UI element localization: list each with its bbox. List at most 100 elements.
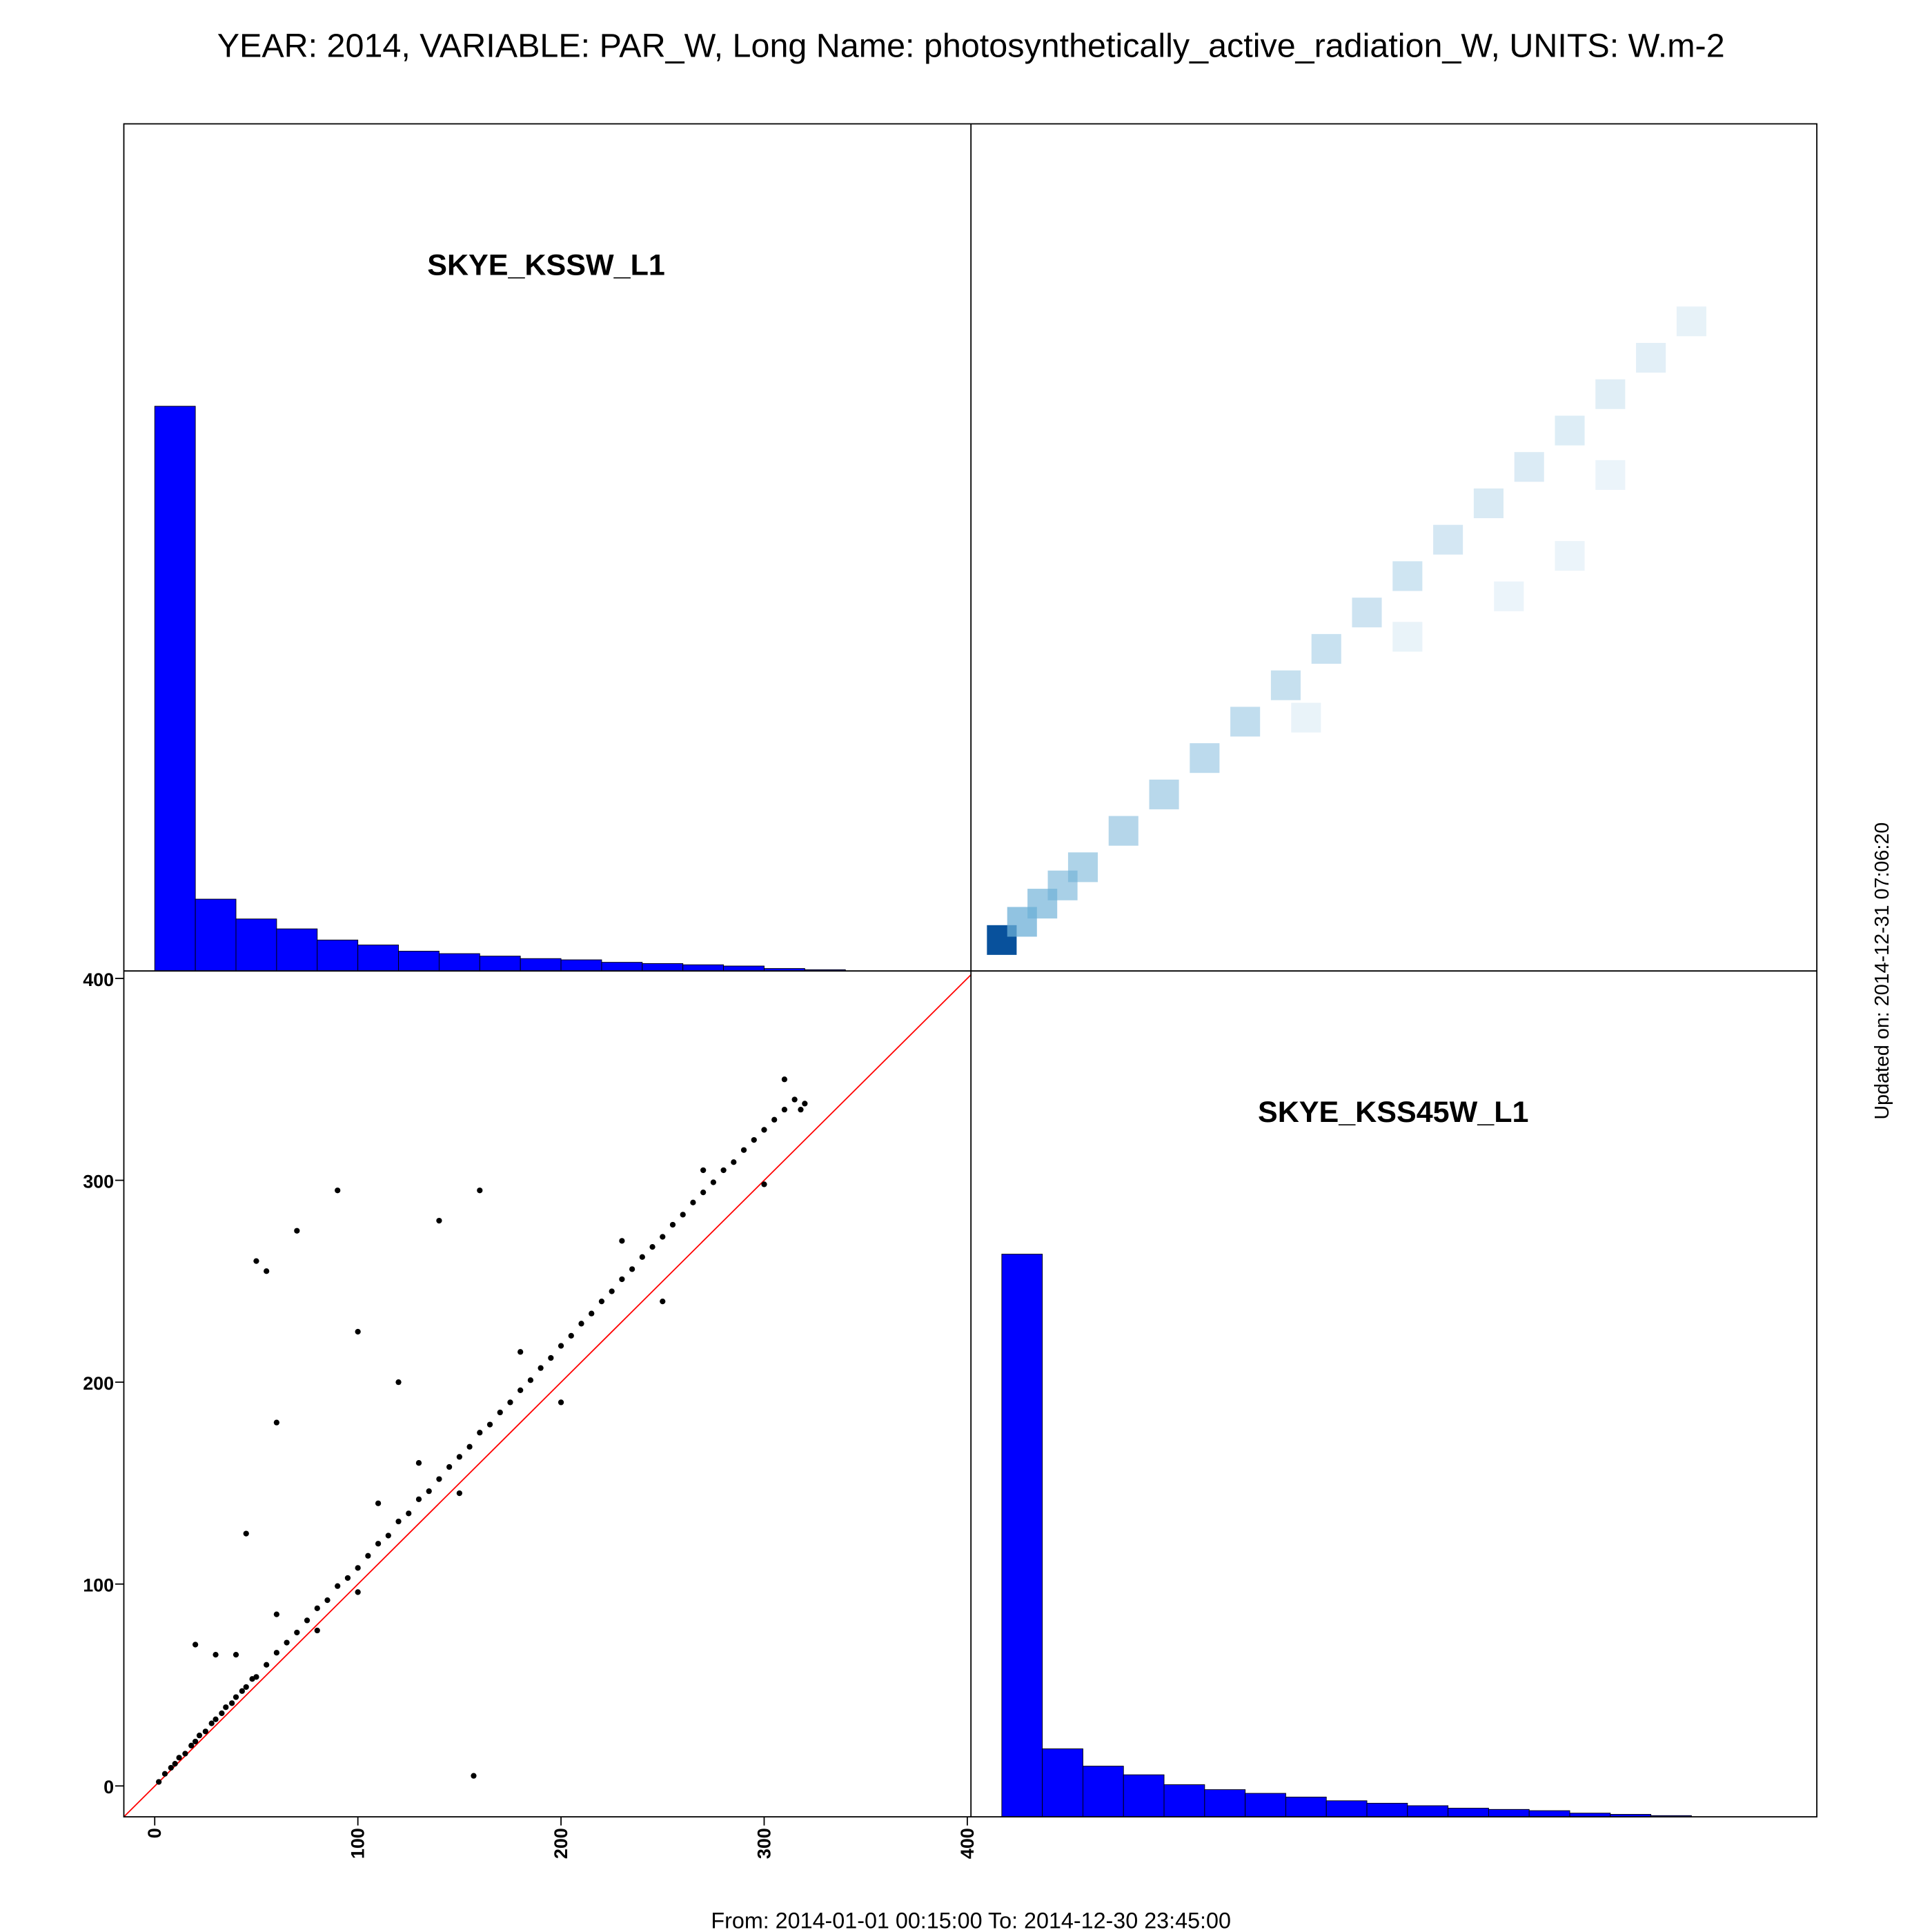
histogram-bar <box>357 945 399 972</box>
density-cell <box>1352 598 1382 628</box>
histogram-bar <box>642 963 684 972</box>
histogram-bar <box>1285 1796 1327 1817</box>
scatter-point <box>497 1409 503 1416</box>
scatter-point <box>284 1639 290 1646</box>
density-cell <box>1473 488 1504 518</box>
histogram-bar <box>520 958 562 972</box>
scatter-point <box>477 1430 483 1436</box>
scatter-point <box>355 1589 361 1595</box>
scatter-point <box>294 1629 300 1636</box>
y-tick-label: 0 <box>103 1777 114 1797</box>
scatter-point <box>213 1716 219 1722</box>
scatter-point <box>771 1116 778 1123</box>
scatter-point <box>456 1454 462 1460</box>
scatter-point <box>192 1642 199 1648</box>
scatter-point <box>273 1611 280 1617</box>
scatter-point <box>710 1179 716 1185</box>
density-cell <box>1108 816 1138 846</box>
density-cell <box>1555 541 1585 571</box>
x-tick-label: 300 <box>753 1828 774 1859</box>
density-cell <box>1555 415 1585 446</box>
histogram-bar <box>154 406 196 972</box>
y-tick-label: 400 <box>83 969 114 990</box>
scatter-point <box>385 1532 391 1539</box>
scatter-point <box>155 1779 162 1785</box>
scatter-point <box>629 1266 635 1272</box>
density-cell <box>1311 633 1341 664</box>
scatter-point <box>761 1127 767 1133</box>
scatter-point <box>273 1650 280 1656</box>
density-cell <box>1270 670 1301 700</box>
histogram-bar <box>398 951 440 972</box>
scatter-point <box>538 1365 544 1371</box>
histogram-bar <box>1366 1802 1408 1817</box>
histogram-bar <box>1042 1748 1083 1817</box>
scatter-point <box>426 1488 432 1495</box>
scatter-point <box>761 1181 767 1187</box>
histogram-bar <box>235 918 277 972</box>
scatter-point <box>196 1733 203 1739</box>
density-cell <box>1392 561 1423 591</box>
y-tick-label: 100 <box>83 1575 114 1596</box>
density-cell <box>1494 581 1524 611</box>
scatter-point <box>365 1552 371 1559</box>
histogram-bar <box>1001 1254 1043 1817</box>
histogram-bar <box>1325 1800 1368 1817</box>
scatter-point <box>477 1187 483 1194</box>
scatter-point <box>264 1662 270 1668</box>
footer: From: 2014-01-01 00:15:00 To: 2014-12-30… <box>711 1909 1231 1932</box>
histogram-bar <box>1448 1808 1489 1817</box>
scatter-point <box>395 1379 402 1386</box>
scatter-point <box>598 1298 605 1305</box>
scatter-point <box>253 1258 259 1264</box>
histogram-bar <box>276 928 318 972</box>
scatter-point <box>395 1518 402 1525</box>
histogram-bar <box>560 959 602 972</box>
scatter-point <box>264 1268 270 1274</box>
scatter-point <box>202 1728 208 1735</box>
scatter-point <box>253 1674 259 1680</box>
histogram-bar <box>1083 1766 1124 1817</box>
scatter-point <box>518 1387 524 1393</box>
scatter-point <box>639 1254 645 1260</box>
histogram-bar <box>479 956 521 972</box>
scatter-point <box>507 1399 513 1406</box>
y-tick-label: 200 <box>83 1373 114 1394</box>
scatter-point <box>415 1496 422 1502</box>
scatter-point <box>568 1332 574 1339</box>
scatter-point <box>751 1136 757 1143</box>
scatter-point <box>802 1101 808 1107</box>
density-cell <box>1595 460 1626 490</box>
scatter-point <box>314 1605 320 1611</box>
scatter-point <box>182 1751 188 1757</box>
scatter-point <box>415 1460 422 1466</box>
scatter-point <box>781 1107 788 1113</box>
scatter-point <box>791 1096 798 1103</box>
scatter-point <box>680 1212 686 1218</box>
scatter-point <box>243 1530 249 1537</box>
scatter-point <box>233 1694 239 1700</box>
scatter-point <box>660 1298 666 1305</box>
y-tick-label: 300 <box>83 1171 114 1192</box>
scatter-point <box>243 1684 249 1690</box>
scatter-point <box>213 1652 219 1658</box>
scatter-point <box>406 1510 412 1517</box>
scatter-point <box>589 1310 595 1317</box>
histogram-bar <box>1407 1805 1449 1817</box>
histogram-bar <box>601 962 643 972</box>
page-title: YEAR: 2014, VARIABLE: PAR_W, Long Name: … <box>217 28 1725 65</box>
histogram-bar <box>1163 1784 1205 1817</box>
scatter-point <box>335 1187 341 1194</box>
scatter-point <box>740 1147 747 1153</box>
scatter-point <box>446 1463 453 1470</box>
scatter-point <box>619 1238 625 1244</box>
density-cell <box>1433 524 1463 555</box>
scatter-point <box>324 1597 331 1604</box>
updated-note: Updated on: 2014-12-31 07:06:20 <box>1871 822 1893 1120</box>
density-cell <box>1149 779 1179 809</box>
histogram-bar <box>1123 1774 1165 1817</box>
x-tick-label: 400 <box>957 1828 978 1859</box>
histogram-bar <box>317 939 359 972</box>
density-cell <box>1595 379 1626 409</box>
